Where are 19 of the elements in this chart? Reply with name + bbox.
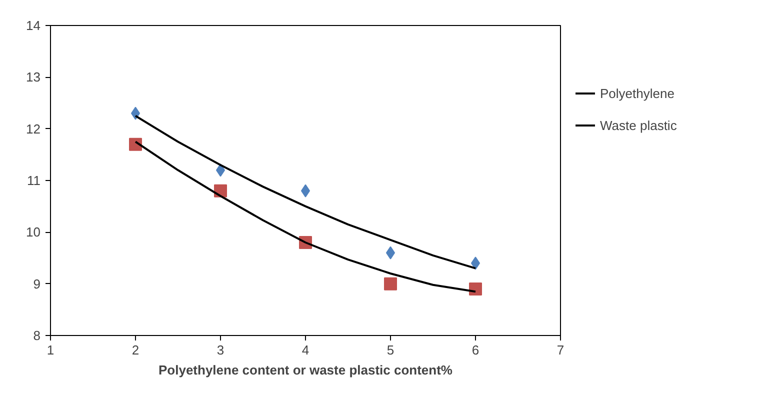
y-tick-label: 9 xyxy=(33,276,41,292)
x-tick-label: 4 xyxy=(302,342,310,358)
legend-label: Waste plastic xyxy=(600,118,677,132)
x-tick-label: 5 xyxy=(386,342,394,358)
x-tick-label: 3 xyxy=(216,342,224,358)
x-tick-label: 2 xyxy=(132,342,140,358)
point xyxy=(384,277,397,290)
y-tick-label: 14 xyxy=(26,18,41,33)
y-tick-label: 13 xyxy=(26,70,41,85)
point xyxy=(469,282,482,296)
y-tick-label: 8 xyxy=(33,328,41,343)
y-tick-label: 10 xyxy=(26,224,41,240)
x-tick-label: 1 xyxy=(46,342,54,358)
y-tick-label: 11 xyxy=(27,173,41,188)
y-tick-label: 12 xyxy=(26,121,41,136)
legend-label: Polyethylene xyxy=(600,86,674,100)
x-tick-label: 7 xyxy=(556,342,564,358)
x-tick-label: 6 xyxy=(472,342,480,358)
x-axis-title: Polyethylene content or waste plastic content% xyxy=(158,362,453,378)
